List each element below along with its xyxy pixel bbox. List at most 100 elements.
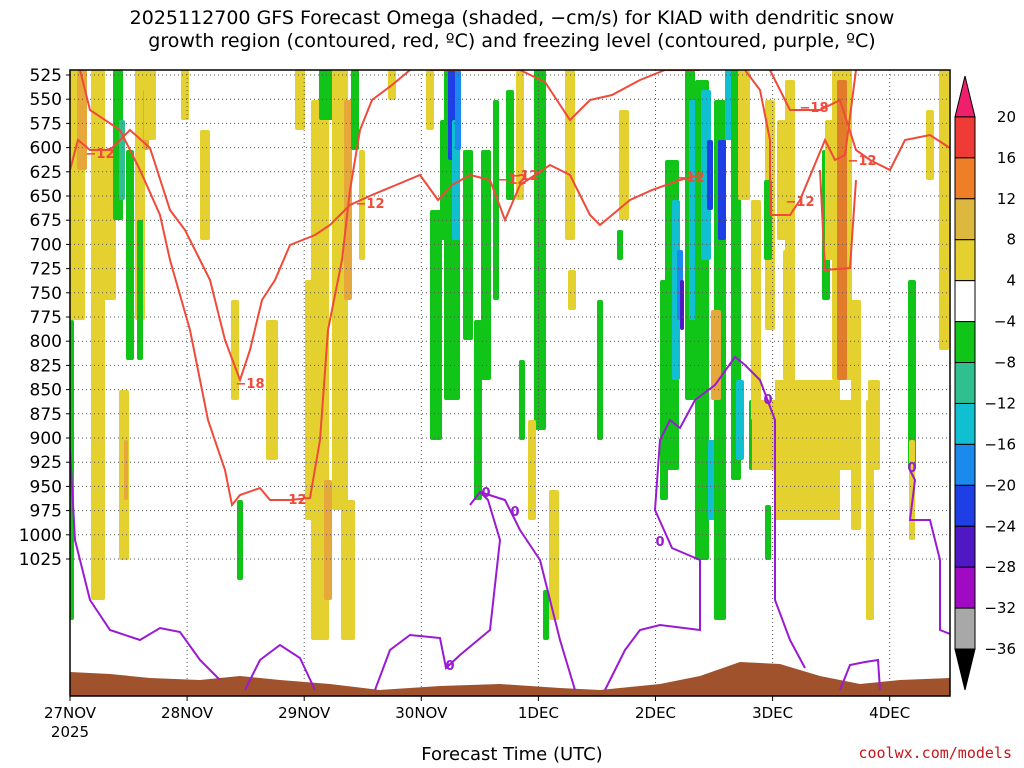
omega-shade-cell <box>455 70 461 150</box>
x-tick-label: 29NOV <box>278 704 331 722</box>
omega-shade-cell <box>617 230 623 260</box>
omega-shade-cell <box>124 440 128 500</box>
y-tick-label: 700 <box>30 235 62 255</box>
colorbar-swatch <box>954 362 976 404</box>
colorbar-label: −28 <box>984 558 1016 576</box>
omega-shade-cell <box>351 70 359 150</box>
freezing-level-contour <box>604 355 806 691</box>
omega-shade-cell <box>266 320 278 460</box>
colorbar-label: 4 <box>1006 272 1016 290</box>
omega-shade-cell <box>543 590 549 640</box>
colorbar-label: −4 <box>994 313 1016 331</box>
omega-shade-cell <box>200 130 210 240</box>
y-tick-label: 900 <box>30 429 62 449</box>
omega-shade-cell <box>718 140 726 240</box>
colorbar: 20 16 12 8 4 −4 −8 −12 −16 −20 −24 −28 −32 −36 <box>954 75 1016 691</box>
grid-layer <box>69 70 950 696</box>
y-tick-label: 600 <box>30 139 62 159</box>
freezing-contour-label: 0 <box>510 505 519 520</box>
omega-shade-cell <box>430 210 442 440</box>
dendritic-contour-label: −18 <box>800 101 829 116</box>
omega-shade-cell <box>868 380 880 470</box>
omega-shade-cell <box>837 80 847 380</box>
dendritic-contour-label: −12 <box>848 154 877 169</box>
omega-shade-cell <box>549 490 559 620</box>
freezing-level-contour <box>374 490 502 691</box>
y-tick-label: 1000 <box>19 526 62 546</box>
colorbar-swatch <box>954 566 976 609</box>
colorbar-label: −20 <box>984 476 1016 494</box>
freezing-level-contour <box>244 643 316 691</box>
omega-shade-cell <box>565 70 575 240</box>
dendritic-contour-label: −18 <box>236 377 265 392</box>
dendritic-contour-label: −12 <box>356 197 385 212</box>
y-tick-label: 650 <box>30 187 62 207</box>
x-tick-label: 2DEC <box>635 704 676 722</box>
colorbar-swatch <box>954 484 976 527</box>
omega-shade-cell <box>680 280 684 330</box>
x-tick-label: 1DEC <box>518 704 559 722</box>
dendritic-growth-contour <box>79 70 411 508</box>
omega-shade-cell <box>341 500 355 640</box>
colorbar-swatch <box>954 157 976 200</box>
terrain-layer <box>70 662 950 696</box>
colorbar-swatch <box>954 198 976 241</box>
colorbar-label: 12 <box>997 190 1016 208</box>
omega-shade-cell <box>672 200 680 380</box>
y-tick-label: 925 <box>30 453 62 473</box>
x-tick-label: 30NOV <box>395 704 448 722</box>
dendritic-contour-label: −12 <box>498 173 527 188</box>
omega-shade-cell <box>324 480 332 600</box>
dendritic-contour-label: −12 <box>510 169 539 184</box>
dendritic-contour-label: −12 <box>786 195 815 210</box>
omega-shade-cell <box>777 120 787 240</box>
omega-shade-cell <box>568 270 576 310</box>
omega-shade-cell <box>597 300 603 440</box>
freezing-contour-label: 0 <box>907 461 916 476</box>
colorbar-swatch <box>954 116 976 159</box>
dendritic-growth-contour <box>819 169 857 272</box>
omega-shade-cell <box>181 70 189 120</box>
y-tick-label: 550 <box>30 90 62 110</box>
freezing-contour-label: 0 <box>481 486 490 501</box>
colorbar-label: −16 <box>984 435 1016 453</box>
colorbar-label: −8 <box>994 354 1016 372</box>
colorbar-label: 16 <box>997 149 1016 167</box>
omega-shade-cell <box>359 150 365 260</box>
omega-shade-cell <box>534 70 546 430</box>
colorbar-label: −36 <box>984 640 1016 658</box>
y-tick-label: 675 <box>30 211 62 231</box>
y-tick-label: 775 <box>30 308 62 328</box>
y-tick-label: 625 <box>30 163 62 183</box>
omega-shade-cell <box>738 70 750 200</box>
axes-layer: 525 550 575 600 625 650 675 700 725 750 775 800 825 8… <box>19 66 951 741</box>
x-axis-label: Forecast Time (UTC) <box>421 744 603 765</box>
y-tick-label: 950 <box>30 477 62 497</box>
omega-shade-cell <box>231 300 239 400</box>
freezing-contour-label: 0 <box>445 659 454 674</box>
y-tick-label: 725 <box>30 260 62 280</box>
omega-shade-cell <box>295 70 305 130</box>
dendritic-contour-label: −12 <box>676 171 705 186</box>
colorbar-label: 20 <box>997 108 1016 126</box>
colorbar-swatch <box>954 402 976 445</box>
x-year-label: 2025 <box>51 723 89 741</box>
omega-shade-cell <box>319 70 333 120</box>
omega-shade-cell <box>481 150 491 380</box>
colorbar-swatch <box>954 321 976 364</box>
omega-shade-cell <box>701 90 711 260</box>
y-tick-label: 575 <box>30 114 62 134</box>
omega-shade-cell <box>775 380 840 520</box>
y-tick-label: 750 <box>30 284 62 304</box>
colorbar-label: −12 <box>984 394 1016 412</box>
dendritic-contour-label: −12 <box>86 147 115 162</box>
omega-shade-cell <box>751 200 761 420</box>
dendritic-growth-contour <box>430 70 700 122</box>
freezing-level-contour <box>839 658 881 691</box>
omega-shade-cell <box>785 80 795 470</box>
colorbar-swatch <box>954 280 976 323</box>
omega-shade-cell <box>137 220 143 360</box>
freezing-contour-label: 0 <box>655 535 664 550</box>
